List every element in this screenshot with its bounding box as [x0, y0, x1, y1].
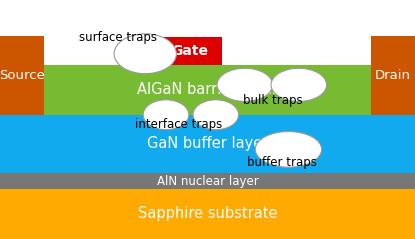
Bar: [371, 36, 415, 115]
Text: bulk traps: bulk traps: [243, 94, 303, 107]
Text: Drain: Drain: [375, 69, 411, 82]
Text: AlN nuclear layer: AlN nuclear layer: [156, 174, 259, 188]
Text: interface traps: interface traps: [135, 118, 222, 131]
Ellipse shape: [114, 34, 176, 74]
Bar: [0, 173, 415, 189]
Text: Source: Source: [0, 69, 45, 82]
Text: surface traps: surface traps: [79, 31, 157, 43]
Bar: [0, 36, 44, 115]
Ellipse shape: [271, 68, 327, 101]
Text: GaN buffer layer: GaN buffer layer: [147, 136, 268, 152]
Bar: [0, 65, 415, 115]
Text: buffer traps: buffer traps: [247, 157, 317, 169]
Bar: [0, 115, 415, 173]
Ellipse shape: [143, 100, 189, 130]
Text: Gate: Gate: [171, 44, 208, 58]
Ellipse shape: [217, 68, 273, 101]
Text: AlGaN barrier layer: AlGaN barrier layer: [137, 82, 278, 97]
Bar: [0, 189, 415, 239]
Bar: [158, 37, 222, 65]
Ellipse shape: [193, 100, 239, 130]
Text: Sapphire substrate: Sapphire substrate: [138, 206, 277, 221]
Ellipse shape: [255, 131, 322, 167]
